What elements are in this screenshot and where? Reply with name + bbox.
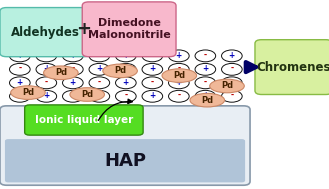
- Text: -: -: [98, 78, 101, 87]
- Text: Pd: Pd: [173, 71, 185, 80]
- Circle shape: [89, 64, 110, 75]
- Text: -: -: [18, 91, 21, 100]
- Text: -: -: [204, 78, 207, 87]
- Circle shape: [89, 77, 110, 89]
- Circle shape: [89, 90, 110, 102]
- Circle shape: [221, 77, 242, 89]
- Ellipse shape: [162, 69, 197, 82]
- Text: +: +: [43, 64, 49, 73]
- Circle shape: [168, 90, 189, 102]
- Text: Pd: Pd: [55, 68, 67, 77]
- Ellipse shape: [190, 93, 225, 107]
- Circle shape: [36, 64, 57, 75]
- Circle shape: [36, 77, 57, 89]
- Circle shape: [10, 90, 30, 102]
- FancyBboxPatch shape: [0, 8, 90, 57]
- Text: +: +: [229, 78, 235, 87]
- Circle shape: [142, 90, 163, 102]
- Text: -: -: [151, 51, 154, 60]
- Circle shape: [142, 50, 163, 62]
- Text: +: +: [76, 20, 91, 38]
- Text: -: -: [151, 78, 154, 87]
- Circle shape: [221, 64, 242, 75]
- Circle shape: [115, 90, 136, 102]
- Text: +: +: [70, 51, 76, 60]
- Text: -: -: [177, 64, 180, 73]
- Text: Pd: Pd: [221, 81, 233, 91]
- Circle shape: [115, 50, 136, 62]
- Circle shape: [221, 90, 242, 102]
- FancyBboxPatch shape: [0, 106, 250, 185]
- Text: Dimedone
Malononitrile: Dimedone Malononitrile: [88, 19, 170, 40]
- Circle shape: [63, 90, 83, 102]
- Text: +: +: [176, 51, 182, 60]
- Circle shape: [36, 90, 57, 102]
- Text: +: +: [70, 78, 76, 87]
- Circle shape: [10, 64, 30, 75]
- Text: -: -: [45, 51, 48, 60]
- Text: +: +: [43, 91, 49, 100]
- Ellipse shape: [43, 66, 78, 80]
- Text: +: +: [202, 64, 209, 73]
- Circle shape: [195, 64, 216, 75]
- Circle shape: [168, 50, 189, 62]
- Text: -: -: [124, 91, 127, 100]
- Circle shape: [168, 77, 189, 89]
- Text: +: +: [123, 78, 129, 87]
- Circle shape: [142, 64, 163, 75]
- Ellipse shape: [70, 88, 105, 101]
- Circle shape: [195, 77, 216, 89]
- Text: +: +: [17, 51, 23, 60]
- Ellipse shape: [103, 64, 138, 78]
- Text: -: -: [177, 91, 180, 100]
- Text: +: +: [149, 91, 156, 100]
- FancyBboxPatch shape: [5, 139, 245, 182]
- Text: -: -: [98, 51, 101, 60]
- Circle shape: [10, 50, 30, 62]
- Text: Ionic liquid layer: Ionic liquid layer: [35, 115, 133, 125]
- Ellipse shape: [11, 86, 45, 99]
- Text: -: -: [71, 64, 74, 73]
- Circle shape: [142, 77, 163, 89]
- Text: -: -: [204, 51, 207, 60]
- Text: +: +: [96, 91, 102, 100]
- Circle shape: [195, 50, 216, 62]
- Circle shape: [10, 77, 30, 89]
- Ellipse shape: [210, 79, 244, 93]
- FancyBboxPatch shape: [25, 105, 143, 135]
- Text: +: +: [123, 51, 129, 60]
- Circle shape: [221, 50, 242, 62]
- Text: HAP: HAP: [104, 152, 146, 170]
- Circle shape: [115, 64, 136, 75]
- Circle shape: [115, 77, 136, 89]
- Circle shape: [168, 64, 189, 75]
- Text: -: -: [18, 64, 21, 73]
- Text: Pd: Pd: [81, 90, 93, 99]
- Text: Pd: Pd: [22, 88, 34, 97]
- Text: -: -: [230, 64, 233, 73]
- Text: -: -: [124, 64, 127, 73]
- Text: +: +: [176, 78, 182, 87]
- Text: -: -: [71, 91, 74, 100]
- Text: -: -: [230, 91, 233, 100]
- Text: -: -: [45, 78, 48, 87]
- Circle shape: [63, 77, 83, 89]
- Circle shape: [36, 50, 57, 62]
- Text: Pd: Pd: [114, 66, 126, 75]
- Text: +: +: [202, 91, 209, 100]
- FancyBboxPatch shape: [255, 40, 329, 94]
- Text: Pd: Pd: [201, 96, 213, 105]
- FancyBboxPatch shape: [82, 2, 176, 57]
- Circle shape: [89, 50, 110, 62]
- Text: +: +: [96, 64, 102, 73]
- Text: Aldehydes: Aldehydes: [11, 26, 80, 39]
- Circle shape: [63, 50, 83, 62]
- Circle shape: [63, 64, 83, 75]
- Text: +: +: [149, 64, 156, 73]
- Circle shape: [195, 90, 216, 102]
- Text: +: +: [17, 78, 23, 87]
- Text: Chromenes: Chromenes: [256, 61, 329, 74]
- Text: +: +: [229, 51, 235, 60]
